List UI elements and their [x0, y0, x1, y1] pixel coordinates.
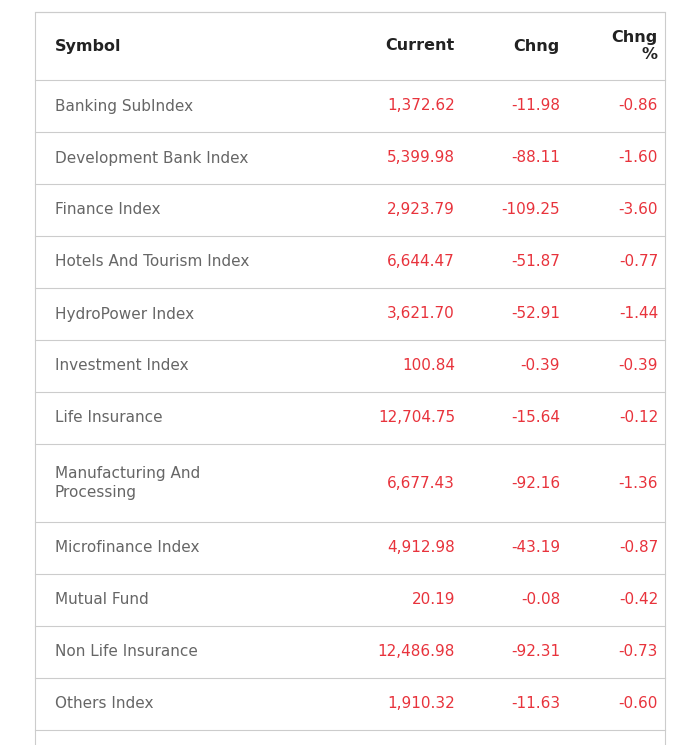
- Text: Investment Index: Investment Index: [55, 358, 188, 373]
- Text: -0.86: -0.86: [619, 98, 658, 113]
- Text: Others Index: Others Index: [55, 697, 153, 711]
- Text: Manufacturing And
Processing: Manufacturing And Processing: [55, 466, 200, 500]
- Text: -92.16: -92.16: [511, 475, 560, 490]
- Text: -15.64: -15.64: [511, 410, 560, 425]
- Text: -92.31: -92.31: [511, 644, 560, 659]
- Text: 4,912.98: 4,912.98: [387, 541, 455, 556]
- Text: HydroPower Index: HydroPower Index: [55, 306, 194, 322]
- Text: Chng: Chng: [514, 39, 560, 54]
- Text: -51.87: -51.87: [511, 255, 560, 270]
- Text: -1.36: -1.36: [619, 475, 658, 490]
- Text: -0.77: -0.77: [619, 255, 658, 270]
- Text: -0.60: -0.60: [619, 697, 658, 711]
- Text: 12,704.75: 12,704.75: [378, 410, 455, 425]
- Text: -0.73: -0.73: [619, 644, 658, 659]
- Text: Mutual Fund: Mutual Fund: [55, 592, 148, 607]
- Text: -0.08: -0.08: [521, 592, 560, 607]
- Text: Life Insurance: Life Insurance: [55, 410, 162, 425]
- Text: -109.25: -109.25: [501, 203, 560, 218]
- Text: -11.63: -11.63: [511, 697, 560, 711]
- Text: Current: Current: [386, 39, 455, 54]
- Text: 3,621.70: 3,621.70: [387, 306, 455, 322]
- Text: 1,910.32: 1,910.32: [387, 697, 455, 711]
- Text: 6,677.43: 6,677.43: [387, 475, 455, 490]
- Text: 20.19: 20.19: [412, 592, 455, 607]
- Text: 6,644.47: 6,644.47: [387, 255, 455, 270]
- Text: -88.11: -88.11: [511, 150, 560, 165]
- Text: -0.39: -0.39: [619, 358, 658, 373]
- Text: Microfinance Index: Microfinance Index: [55, 541, 199, 556]
- Text: Hotels And Tourism Index: Hotels And Tourism Index: [55, 255, 249, 270]
- Text: -11.98: -11.98: [511, 98, 560, 113]
- Text: Symbol: Symbol: [55, 39, 122, 54]
- Text: -1.60: -1.60: [619, 150, 658, 165]
- Text: 100.84: 100.84: [402, 358, 455, 373]
- Text: 1,372.62: 1,372.62: [387, 98, 455, 113]
- Text: -0.42: -0.42: [619, 592, 658, 607]
- Text: Non Life Insurance: Non Life Insurance: [55, 644, 198, 659]
- Text: 5,399.98: 5,399.98: [387, 150, 455, 165]
- Text: -1.44: -1.44: [619, 306, 658, 322]
- Text: 2,923.79: 2,923.79: [387, 203, 455, 218]
- Text: Banking SubIndex: Banking SubIndex: [55, 98, 193, 113]
- Text: -3.60: -3.60: [619, 203, 658, 218]
- Text: 12,486.98: 12,486.98: [377, 644, 455, 659]
- Text: Development Bank Index: Development Bank Index: [55, 150, 248, 165]
- Text: Finance Index: Finance Index: [55, 203, 160, 218]
- Text: -0.87: -0.87: [619, 541, 658, 556]
- Text: -0.39: -0.39: [521, 358, 560, 373]
- Text: Chng
%: Chng %: [612, 30, 658, 62]
- Text: -0.12: -0.12: [619, 410, 658, 425]
- Text: -43.19: -43.19: [511, 541, 560, 556]
- Text: -52.91: -52.91: [511, 306, 560, 322]
